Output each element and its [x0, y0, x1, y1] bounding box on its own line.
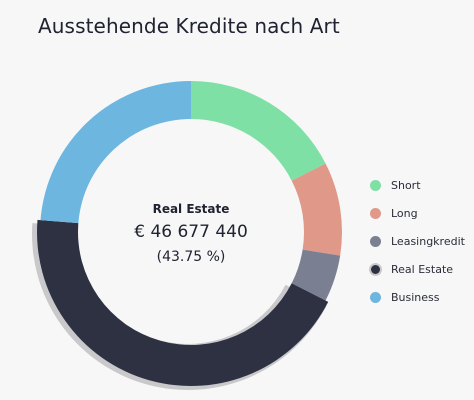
legend-label: Short [391, 178, 421, 192]
legend-label: Real Estate [391, 262, 454, 276]
legend-label: Business [391, 290, 440, 304]
donut-slices [31, 81, 342, 391]
legend-swatch-icon [370, 179, 381, 191]
chart-title: Ausstehende Kredite nach Art [38, 14, 340, 38]
legend-item-business[interactable]: Business [370, 283, 465, 311]
slice-long[interactable] [291, 163, 342, 256]
legend-item-leasingkredit[interactable]: Leasingkredit [370, 227, 465, 255]
legend-label: Long [391, 206, 418, 220]
center-percent-label: (43.75 %) [156, 249, 226, 265]
slice-short[interactable] [191, 81, 326, 181]
legend-swatch-icon [370, 207, 381, 219]
legend-item-real-estate[interactable]: Real Estate [369, 255, 465, 283]
center-category-label: Real Estate [152, 202, 230, 216]
legend-label: Leasingkredit [391, 234, 465, 248]
legend-swatch-icon [369, 262, 382, 276]
slice-business[interactable] [40, 81, 191, 224]
legend-swatch-icon [370, 291, 381, 303]
chart-legend: Short Long Leasingkredit Real Estate Busines… [369, 171, 465, 311]
slice-leasingkredit[interactable] [291, 249, 341, 301]
slice-real-estate[interactable] [37, 219, 329, 386]
legend-item-long[interactable]: Long [370, 199, 465, 227]
center-value-label: € 46 677 440 [134, 222, 248, 242]
legend-swatch-icon [370, 235, 381, 247]
legend-item-short[interactable]: Short [370, 171, 465, 199]
